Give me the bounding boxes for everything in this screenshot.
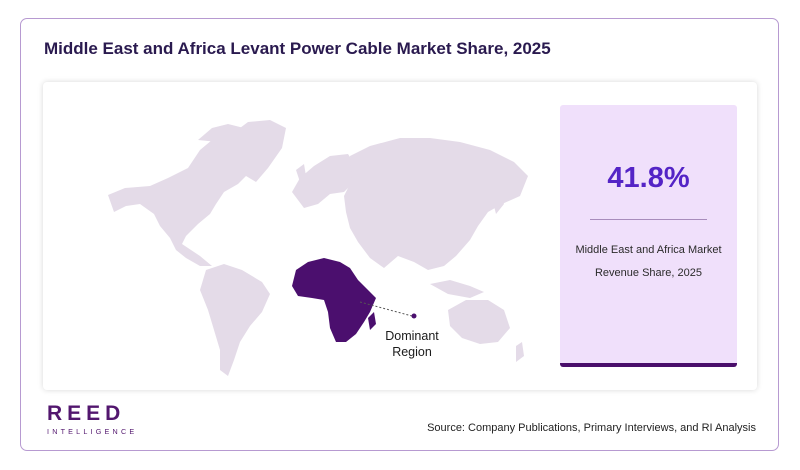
stat-card: 41.8% Middle East and Africa Market Reve… (560, 105, 737, 367)
asia-landmass (344, 138, 528, 270)
stat-label: Middle East and Africa Market Revenue Sh… (570, 239, 727, 285)
australia-landmass (448, 300, 510, 344)
japan-landmass (492, 192, 504, 214)
arctic-islands (198, 124, 244, 142)
world-map (108, 120, 528, 376)
madagascar-highlighted (368, 312, 376, 330)
brand-logo: REED INTELLIGENCE (47, 402, 138, 437)
callout-label-line1: Dominant (385, 329, 439, 343)
callout-label-line2: Region (392, 345, 432, 359)
page-title: Middle East and Africa Levant Power Cabl… (44, 39, 551, 58)
africa-highlighted-region (292, 258, 376, 342)
brand-tagline: INTELLIGENCE (47, 427, 138, 436)
stat-divider (590, 219, 707, 220)
dominant-region-callout: Dominant Region (367, 328, 457, 360)
source-note: Source: Company Publications, Primary In… (427, 422, 756, 434)
south-america-landmass (200, 264, 270, 376)
callout-dot (411, 313, 417, 319)
north-america-landmass (108, 130, 262, 266)
europe-landmass (292, 154, 356, 208)
callout-connector (359, 301, 413, 317)
brand-name: REED (47, 402, 126, 425)
stat-label-line2: Revenue Share, 2025 (594, 267, 703, 279)
new-zealand-landmass (516, 342, 524, 362)
stat-value: 41.8% (607, 162, 690, 194)
stat-label-line1: Middle East and Africa Market (575, 244, 722, 256)
uk-landmass (296, 164, 306, 182)
greenland-landmass (232, 120, 286, 182)
indonesia-islands (430, 280, 484, 298)
